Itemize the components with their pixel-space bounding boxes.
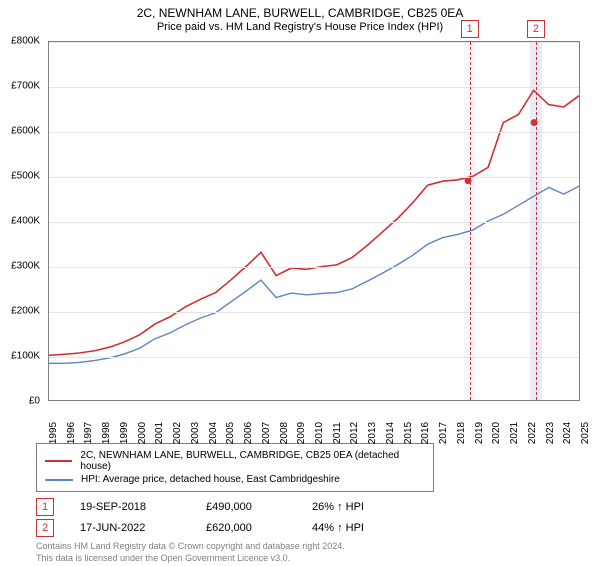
x-axis: 1995199619971998199920002001200220032004… — [48, 403, 580, 437]
x-tick-label: 2008 — [279, 422, 290, 444]
grid-line — [49, 87, 579, 88]
y-tick-label: £300K — [11, 261, 40, 272]
y-tick-label: £700K — [11, 81, 40, 92]
y-tick-label: £0 — [29, 396, 40, 407]
chart-title: 2C, NEWNHAM LANE, BURWELL, CAMBRIDGE, CB… — [0, 6, 600, 20]
marker-number: 1 — [461, 20, 479, 38]
grid-line — [49, 42, 579, 43]
x-tick-label: 2000 — [137, 422, 148, 444]
sale-price: £620,000 — [206, 522, 286, 534]
x-tick-label: 1999 — [119, 422, 130, 444]
chart-area: £0£100K£200K£300K£400K£500K£600K£700K£80… — [48, 41, 580, 401]
sale-price: £490,000 — [206, 501, 286, 513]
grid-line — [49, 177, 579, 178]
grid-line — [49, 132, 579, 133]
series-line-hpi — [49, 186, 579, 363]
grid-line — [49, 267, 579, 268]
grid-line — [49, 312, 579, 313]
sale-row: 1 19-SEP-2018 £490,000 26% ↑ HPI — [36, 498, 600, 516]
grid-line — [49, 222, 579, 223]
grid-line — [49, 357, 579, 358]
x-tick-label: 2018 — [456, 422, 467, 444]
x-tick-label: 1997 — [83, 422, 94, 444]
x-tick-label: 2015 — [403, 422, 414, 444]
x-tick-label: 2004 — [208, 422, 219, 444]
y-tick-label: £800K — [11, 36, 40, 47]
legend-box: 2C, NEWNHAM LANE, BURWELL, CAMBRIDGE, CB… — [36, 443, 434, 492]
chart-subtitle: Price paid vs. HM Land Registry's House … — [0, 21, 600, 33]
footnote-line1: Contains HM Land Registry data © Crown c… — [36, 541, 600, 553]
sale-date: 17-JUN-2022 — [80, 522, 180, 534]
marker-line — [470, 42, 471, 400]
x-tick-label: 2014 — [385, 422, 396, 444]
sale-marker-num: 1 — [36, 498, 54, 516]
x-tick-label: 2023 — [545, 422, 556, 444]
x-tick-label: 2021 — [509, 422, 520, 444]
legend-swatch — [45, 479, 73, 481]
x-tick-label: 2003 — [190, 422, 201, 444]
y-tick-label: £600K — [11, 126, 40, 137]
y-tick-label: £500K — [11, 171, 40, 182]
sales-table: 1 19-SEP-2018 £490,000 26% ↑ HPI 2 17-JUN-202… — [36, 498, 600, 537]
sale-pct: 26% ↑ HPI — [312, 501, 402, 513]
x-tick-label: 2006 — [243, 422, 254, 444]
x-tick-label: 2002 — [172, 422, 183, 444]
chart-svg — [49, 42, 579, 400]
footnote: Contains HM Land Registry data © Crown c… — [36, 541, 600, 564]
y-tick-label: £400K — [11, 216, 40, 227]
legend-item: HPI: Average price, detached house, East… — [45, 474, 425, 485]
marker-number: 2 — [527, 20, 545, 38]
x-tick-label: 2025 — [580, 422, 591, 444]
x-tick-label: 2022 — [527, 422, 538, 444]
x-tick-label: 2009 — [296, 422, 307, 444]
x-tick-label: 2019 — [474, 422, 485, 444]
marker-line — [536, 42, 537, 400]
x-tick-label: 2011 — [332, 422, 343, 444]
sale-marker-num: 2 — [36, 519, 54, 537]
x-tick-label: 1996 — [66, 422, 77, 444]
x-tick-label: 1995 — [48, 422, 59, 444]
x-tick-label: 2024 — [562, 422, 573, 444]
x-tick-label: 2020 — [491, 422, 502, 444]
sale-date: 19-SEP-2018 — [80, 501, 180, 513]
x-tick-label: 2016 — [420, 422, 431, 444]
x-tick-label: 2001 — [154, 422, 165, 444]
y-tick-label: £200K — [11, 306, 40, 317]
x-tick-label: 2017 — [438, 422, 449, 444]
x-tick-label: 1998 — [101, 422, 112, 444]
footnote-line2: This data is licensed under the Open Gov… — [36, 553, 600, 565]
x-tick-label: 2007 — [261, 422, 272, 444]
legend-label: 2C, NEWNHAM LANE, BURWELL, CAMBRIDGE, CB… — [80, 450, 425, 472]
sale-row: 2 17-JUN-2022 £620,000 44% ↑ HPI — [36, 519, 600, 537]
sale-pct: 44% ↑ HPI — [312, 522, 402, 534]
legend-label: HPI: Average price, detached house, East… — [81, 474, 340, 485]
x-tick-label: 2012 — [349, 422, 360, 444]
legend-swatch — [45, 460, 72, 462]
y-axis: £0£100K£200K£300K£400K£500K£600K£700K£80… — [0, 41, 44, 401]
x-tick-label: 2005 — [225, 422, 236, 444]
x-tick-label: 2013 — [367, 422, 378, 444]
chart-plot: 12 — [48, 41, 580, 401]
y-tick-label: £100K — [11, 351, 40, 362]
x-tick-label: 2010 — [314, 422, 325, 444]
legend-item: 2C, NEWNHAM LANE, BURWELL, CAMBRIDGE, CB… — [45, 450, 425, 472]
